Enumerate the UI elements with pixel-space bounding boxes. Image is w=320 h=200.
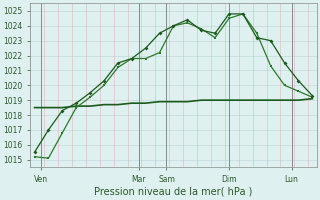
X-axis label: Pression niveau de la mer( hPa ): Pression niveau de la mer( hPa ) <box>94 187 252 197</box>
